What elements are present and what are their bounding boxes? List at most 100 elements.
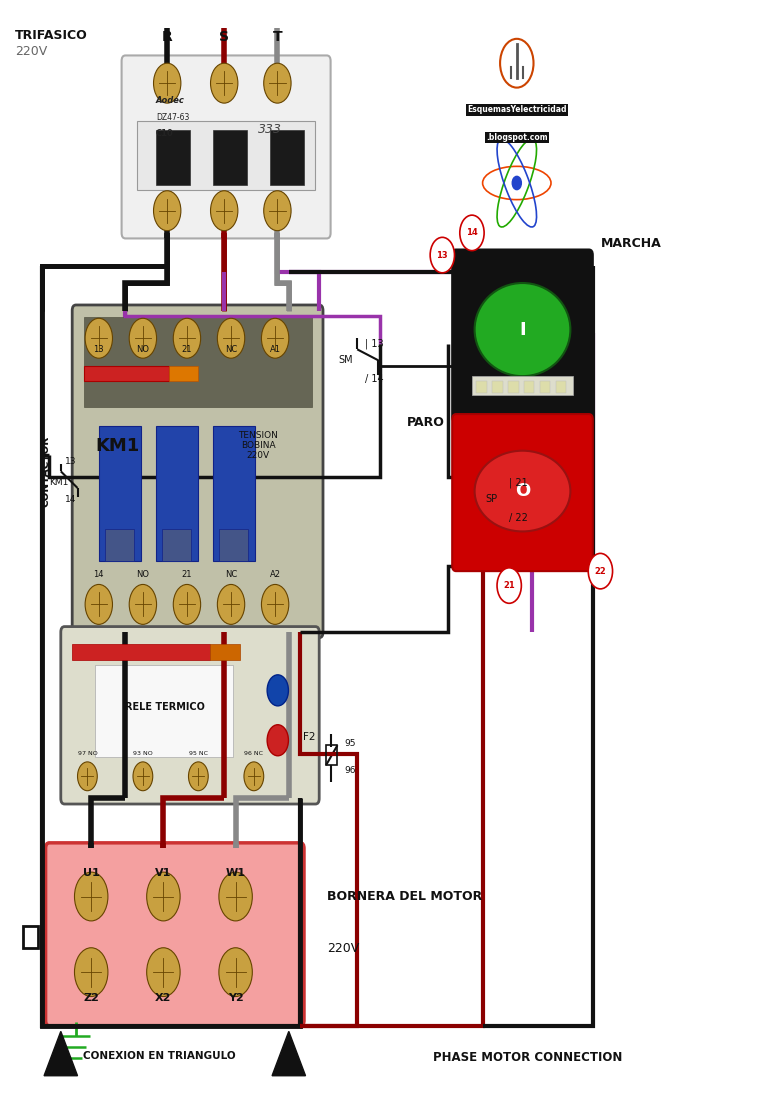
Bar xyxy=(99,426,141,561)
Circle shape xyxy=(512,176,521,190)
FancyBboxPatch shape xyxy=(61,627,319,804)
Text: 220V: 220V xyxy=(15,44,47,58)
Circle shape xyxy=(219,872,252,920)
Text: KM1: KM1 xyxy=(49,478,68,487)
Text: 21: 21 xyxy=(182,345,192,354)
Circle shape xyxy=(219,948,252,997)
Bar xyxy=(210,644,240,660)
Circle shape xyxy=(129,584,157,624)
Circle shape xyxy=(133,762,153,791)
Text: EsquemasYelectricidad: EsquemasYelectricidad xyxy=(467,105,566,114)
Bar xyxy=(476,380,486,394)
Bar xyxy=(492,380,502,394)
Text: W1: W1 xyxy=(226,868,245,878)
Bar xyxy=(213,130,247,185)
Text: TENSION
BOBINA
220V: TENSION BOBINA 220V xyxy=(239,430,278,460)
Circle shape xyxy=(129,318,157,358)
Text: O: O xyxy=(515,482,530,500)
Text: A1: A1 xyxy=(270,345,280,354)
Text: SP: SP xyxy=(486,494,498,505)
Text: 93 NO: 93 NO xyxy=(133,751,153,756)
Bar xyxy=(219,529,248,561)
Text: 95 NC: 95 NC xyxy=(188,751,208,756)
Bar xyxy=(540,380,550,394)
Text: 14: 14 xyxy=(466,228,478,237)
Text: 95: 95 xyxy=(344,739,356,747)
Text: U1: U1 xyxy=(83,868,100,878)
Text: 21: 21 xyxy=(182,570,192,579)
Text: / 22: / 22 xyxy=(509,512,528,523)
Text: 97 NO: 97 NO xyxy=(78,751,97,756)
Circle shape xyxy=(497,568,521,603)
Circle shape xyxy=(74,872,108,920)
Bar xyxy=(72,644,210,660)
Text: 22: 22 xyxy=(594,567,606,576)
Text: Z2: Z2 xyxy=(84,993,99,1003)
Text: NC: NC xyxy=(225,345,237,354)
Circle shape xyxy=(217,584,245,624)
Text: 14: 14 xyxy=(65,495,76,503)
Circle shape xyxy=(147,948,180,997)
Text: PARO: PARO xyxy=(407,416,445,428)
Circle shape xyxy=(264,63,291,103)
Text: 96: 96 xyxy=(344,766,356,775)
Text: BORNERA DEL MOTOR: BORNERA DEL MOTOR xyxy=(327,891,482,903)
Bar xyxy=(556,380,566,394)
Text: Aodec: Aodec xyxy=(156,96,185,105)
Circle shape xyxy=(74,948,108,997)
FancyBboxPatch shape xyxy=(72,305,323,638)
Bar xyxy=(169,366,198,381)
Bar xyxy=(84,366,169,381)
Circle shape xyxy=(173,584,201,624)
Text: PHASE MOTOR CONNECTION: PHASE MOTOR CONNECTION xyxy=(433,1051,622,1065)
Text: 13: 13 xyxy=(436,251,448,260)
Circle shape xyxy=(217,318,245,358)
Text: 21: 21 xyxy=(503,581,515,590)
Circle shape xyxy=(588,553,613,589)
Polygon shape xyxy=(272,1031,306,1076)
Text: V1: V1 xyxy=(155,868,172,878)
Circle shape xyxy=(268,674,289,706)
Circle shape xyxy=(268,725,289,756)
Circle shape xyxy=(85,318,112,358)
Text: 14: 14 xyxy=(93,570,104,579)
Bar xyxy=(23,926,38,948)
Circle shape xyxy=(211,191,238,231)
Ellipse shape xyxy=(474,450,570,531)
Text: 13: 13 xyxy=(65,457,76,466)
Text: F2: F2 xyxy=(303,732,315,743)
Bar xyxy=(137,121,315,190)
Text: | 13: | 13 xyxy=(365,338,384,349)
Circle shape xyxy=(261,318,289,358)
Text: NO: NO xyxy=(136,570,150,579)
Bar xyxy=(156,130,190,185)
FancyBboxPatch shape xyxy=(452,414,593,571)
Text: X2: X2 xyxy=(155,993,172,1003)
Circle shape xyxy=(430,237,454,273)
Bar xyxy=(84,317,312,407)
Circle shape xyxy=(154,191,181,231)
Text: NO: NO xyxy=(136,345,150,354)
Text: R: R xyxy=(162,30,173,43)
Circle shape xyxy=(460,215,484,251)
Text: Y2: Y2 xyxy=(228,993,243,1003)
Circle shape xyxy=(85,584,112,624)
Text: SM: SM xyxy=(339,355,353,366)
Circle shape xyxy=(211,63,238,103)
Circle shape xyxy=(264,191,291,231)
Ellipse shape xyxy=(474,283,570,376)
FancyBboxPatch shape xyxy=(46,843,304,1026)
Text: I: I xyxy=(519,321,526,338)
Circle shape xyxy=(261,584,289,624)
Text: T: T xyxy=(273,30,282,43)
Text: A2: A2 xyxy=(270,570,280,579)
Text: 13: 13 xyxy=(93,345,104,354)
Text: DZ47-63: DZ47-63 xyxy=(156,113,189,122)
Text: S: S xyxy=(219,30,230,43)
Text: NC: NC xyxy=(225,570,237,579)
Circle shape xyxy=(78,762,97,791)
Polygon shape xyxy=(44,1031,78,1076)
Text: | 21: | 21 xyxy=(509,477,528,488)
Bar xyxy=(105,529,134,561)
FancyBboxPatch shape xyxy=(452,250,593,423)
